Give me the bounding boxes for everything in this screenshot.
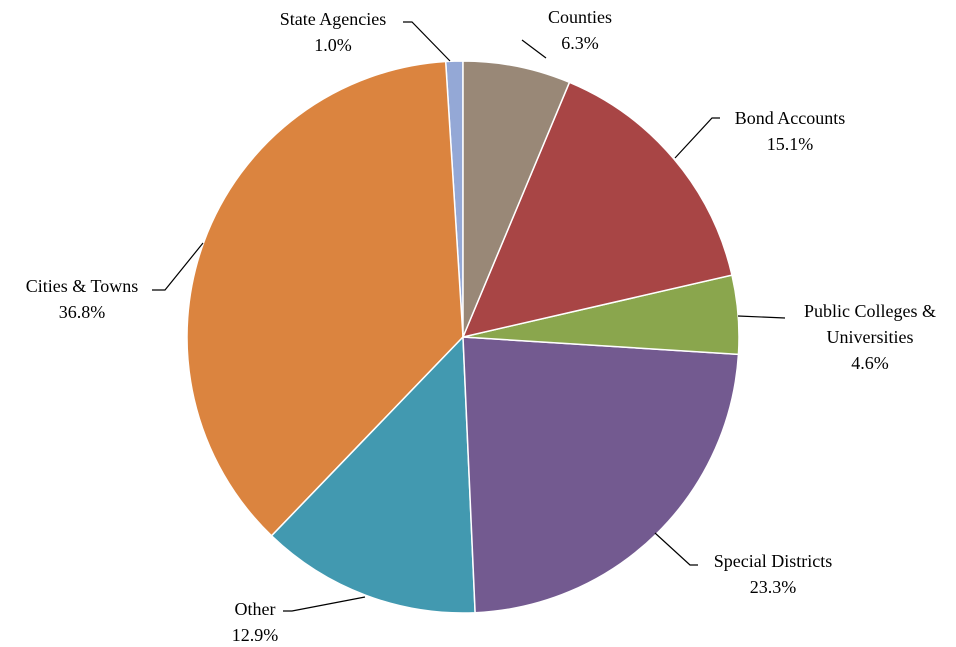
value-label: 36.8%: [58, 302, 106, 322]
slice-label: Special Districts 23.3%: [714, 548, 832, 600]
leader-line: [283, 596, 366, 612]
value-label: 23.3%: [749, 577, 797, 597]
pie-slice: [270, 335, 476, 614]
category-label: Bond Accounts: [734, 108, 846, 128]
slice-label: Bond Accounts 15.1%: [735, 105, 846, 157]
slice-label: State Agencies 1.0%: [280, 6, 386, 58]
leader-line: [654, 532, 698, 566]
category-label: State Agencies: [279, 9, 387, 29]
slice-label: Public Colleges & Universities 4.6%: [795, 298, 945, 376]
leader-line: [521, 39, 547, 59]
value-label: 12.9%: [231, 625, 279, 645]
category-label: Cities & Towns: [25, 276, 139, 296]
value-label: 6.3%: [561, 33, 599, 53]
leader-line: [403, 21, 451, 62]
category-label: Public Colleges & Universities: [804, 301, 936, 347]
leader-lines: [152, 21, 786, 612]
value-label: 1.0%: [314, 35, 352, 55]
leader-line: [737, 315, 786, 319]
value-label: 4.6%: [851, 353, 889, 373]
slice-label: Cities & Towns 36.8%: [26, 273, 138, 325]
pie-slice: [461, 81, 733, 339]
slice-label: Counties 6.3%: [548, 4, 612, 56]
pie-slice: [462, 60, 571, 338]
category-label: Other: [234, 599, 276, 619]
value-label: 15.1%: [766, 134, 814, 154]
leader-line: [674, 117, 720, 159]
slice-label: Other 12.9%: [232, 596, 279, 647]
category-label: Counties: [547, 7, 613, 27]
pie-slice: [462, 336, 740, 614]
leader-line: [152, 242, 204, 291]
category-label: Special Districts: [713, 551, 833, 571]
pie-slice: [186, 60, 464, 537]
